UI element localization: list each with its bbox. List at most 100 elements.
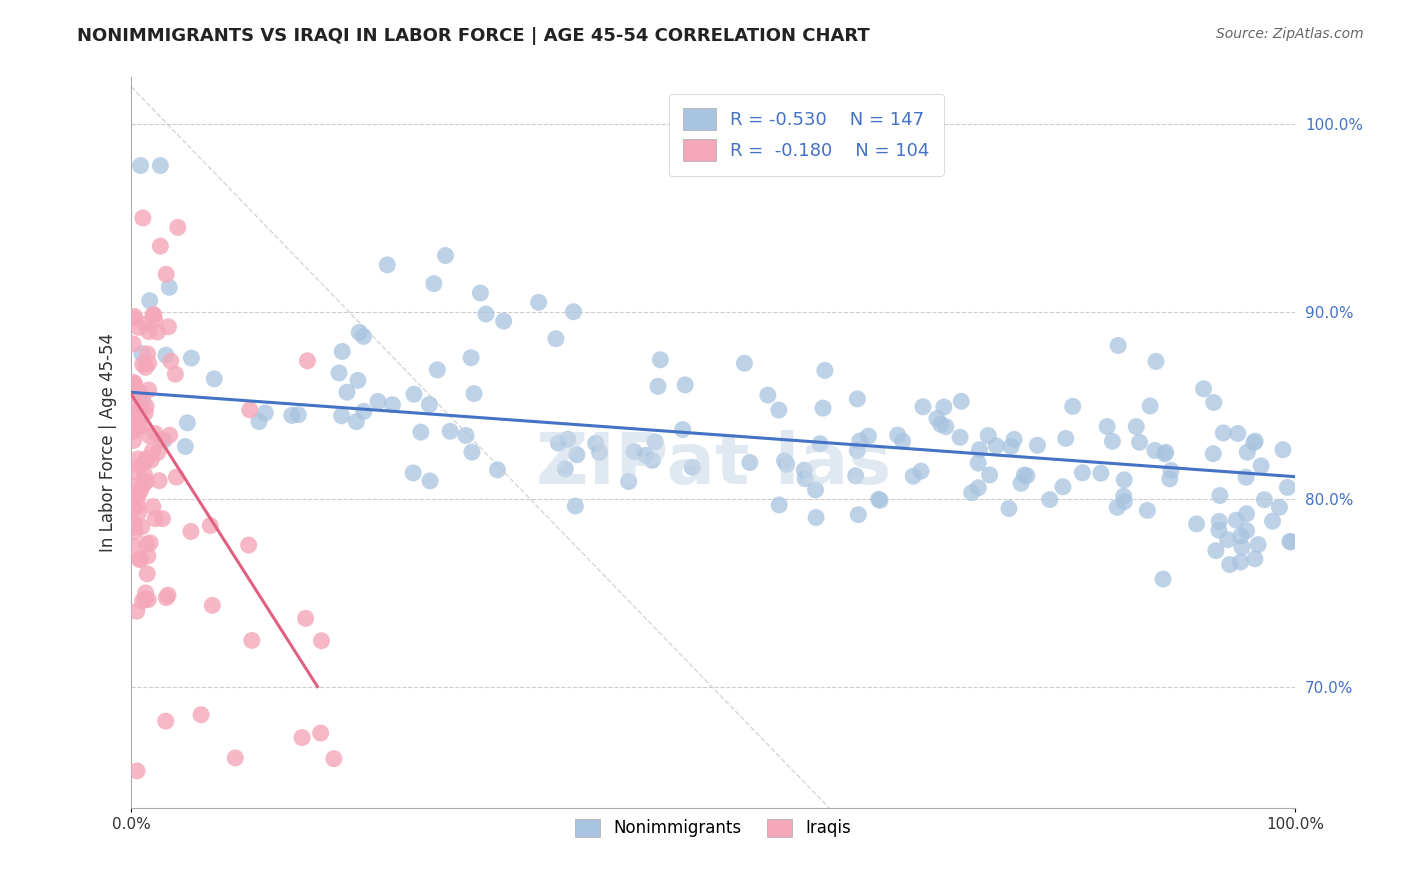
Point xyxy=(142,443,165,458)
Point xyxy=(139,453,162,467)
Point xyxy=(131,520,153,534)
Point xyxy=(240,633,263,648)
Point xyxy=(1143,443,1166,458)
Point xyxy=(911,400,934,414)
Point xyxy=(131,346,153,360)
Point xyxy=(1209,489,1232,503)
Text: NONIMMIGRANTS VS IRAQI IN LABOR FORCE | AGE 45-54 CORRELATION CHART: NONIMMIGRANTS VS IRAQI IN LABOR FORCE | … xyxy=(77,27,870,45)
Point xyxy=(1159,472,1181,486)
Point xyxy=(138,293,160,308)
Point xyxy=(146,325,169,339)
Point xyxy=(180,524,202,539)
Point xyxy=(644,434,666,449)
Point xyxy=(756,388,779,402)
Point xyxy=(152,511,174,525)
Text: Source: ZipAtlas.com: Source: ZipAtlas.com xyxy=(1216,27,1364,41)
Point xyxy=(949,430,972,444)
Point xyxy=(950,394,973,409)
Point xyxy=(846,392,869,406)
Point xyxy=(138,356,160,370)
Point xyxy=(869,493,891,508)
Point xyxy=(979,467,1001,482)
Point xyxy=(124,500,146,515)
Point xyxy=(1185,516,1208,531)
Point xyxy=(804,483,827,497)
Point xyxy=(146,445,169,459)
Point xyxy=(1225,513,1247,527)
Point xyxy=(127,490,149,504)
Point xyxy=(143,512,166,526)
Point xyxy=(1144,354,1167,368)
Point xyxy=(969,442,991,457)
Point xyxy=(1230,541,1253,555)
Point xyxy=(1114,494,1136,508)
Point xyxy=(128,320,150,334)
Point xyxy=(1107,500,1129,515)
Point xyxy=(977,428,1000,442)
Point xyxy=(929,417,952,432)
Point xyxy=(1202,395,1225,409)
Point xyxy=(402,387,425,401)
Point xyxy=(1278,534,1301,549)
Point xyxy=(156,588,179,602)
Point xyxy=(157,319,180,334)
Point xyxy=(142,308,165,322)
Point xyxy=(562,304,585,318)
Point xyxy=(349,326,371,340)
Point xyxy=(375,258,398,272)
Point xyxy=(150,433,173,447)
Point xyxy=(1152,572,1174,586)
Point xyxy=(1236,507,1258,521)
Point xyxy=(330,344,353,359)
Point xyxy=(998,501,1021,516)
Point xyxy=(121,379,143,393)
Point xyxy=(202,372,225,386)
Point xyxy=(1234,470,1257,484)
Point xyxy=(336,385,359,400)
Point xyxy=(910,464,932,478)
Point xyxy=(128,385,150,400)
Point xyxy=(554,462,576,476)
Point xyxy=(124,424,146,438)
Point xyxy=(122,518,145,533)
Point xyxy=(1125,419,1147,434)
Point xyxy=(547,436,569,450)
Point xyxy=(564,499,586,513)
Point xyxy=(1268,500,1291,515)
Point xyxy=(1216,533,1239,547)
Point xyxy=(1279,534,1302,549)
Point xyxy=(527,295,550,310)
Point xyxy=(134,454,156,468)
Point xyxy=(1205,543,1227,558)
Point xyxy=(201,599,224,613)
Point xyxy=(122,465,145,479)
Point xyxy=(585,436,607,450)
Point xyxy=(149,159,172,173)
Point xyxy=(768,498,790,512)
Point xyxy=(1112,489,1135,503)
Point xyxy=(1277,480,1299,494)
Point xyxy=(122,385,145,400)
Point xyxy=(134,317,156,331)
Point xyxy=(617,475,640,489)
Point xyxy=(135,475,157,489)
Point xyxy=(247,415,270,429)
Point xyxy=(129,159,152,173)
Point xyxy=(143,313,166,327)
Point xyxy=(138,383,160,397)
Point xyxy=(131,594,153,608)
Point xyxy=(1010,476,1032,491)
Point xyxy=(461,445,484,459)
Point xyxy=(353,404,375,418)
Point xyxy=(131,400,153,414)
Point xyxy=(128,506,150,520)
Point xyxy=(1129,435,1152,450)
Point xyxy=(1243,435,1265,450)
Point xyxy=(1236,445,1258,459)
Point xyxy=(544,332,567,346)
Point xyxy=(641,453,664,467)
Point xyxy=(1052,480,1074,494)
Point xyxy=(1139,399,1161,413)
Point xyxy=(165,470,187,484)
Point xyxy=(128,552,150,566)
